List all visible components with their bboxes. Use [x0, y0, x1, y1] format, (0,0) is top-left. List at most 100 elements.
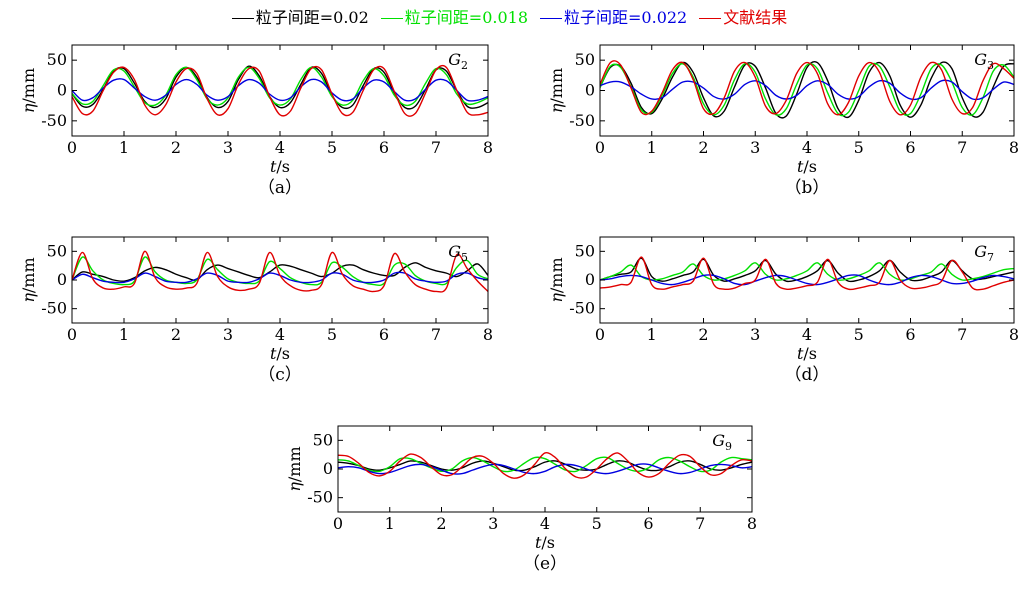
x-tick-label: 1	[647, 325, 657, 344]
y-tick-label: -50	[569, 111, 595, 130]
x-tick-label: 5	[327, 138, 337, 157]
legend-swatch	[380, 18, 403, 19]
series-line	[600, 60, 1014, 116]
x-axis-label: t/s	[797, 157, 817, 176]
series-line	[600, 256, 1014, 291]
legend-item: 文献结果	[699, 4, 787, 28]
series-line	[72, 78, 488, 102]
x-tick-label: 1	[385, 514, 395, 533]
x-tick-label: 3	[223, 138, 233, 157]
gauge-label: G5	[448, 242, 468, 264]
x-tick-label: 3	[750, 138, 760, 157]
x-tick-label: 2	[698, 325, 708, 344]
gauge-label: G3	[974, 50, 994, 72]
y-tick-label: -50	[41, 111, 67, 130]
y-tick-label: 50	[575, 50, 595, 69]
x-tick-label: 6	[643, 514, 653, 533]
gauge-label: G7	[974, 242, 994, 264]
x-tick-label: 4	[802, 138, 812, 157]
x-tick-label: 4	[275, 325, 285, 344]
legend-swatch	[540, 18, 563, 19]
panel-caption: （e）	[523, 554, 567, 574]
y-tick-label: 0	[585, 81, 595, 100]
legend-label: 粒子间距=0.02	[255, 8, 369, 27]
series-group	[72, 64, 488, 117]
legend-label: 粒子间距=0.018	[404, 8, 529, 27]
panel-caption: （c）	[258, 365, 302, 385]
x-axis-label: t/s	[535, 533, 555, 552]
x-tick-label: 0	[595, 325, 605, 344]
series-line	[600, 79, 1014, 101]
y-tick-label: 0	[57, 81, 67, 100]
x-tick-label: 0	[333, 514, 343, 533]
series-line	[338, 452, 752, 479]
legend-label: 文献结果	[723, 8, 788, 27]
x-tick-label: 1	[647, 138, 657, 157]
x-tick-label: 6	[379, 138, 389, 157]
x-tick-label: 5	[592, 514, 602, 533]
legend-item: 粒子间距=0.022	[540, 4, 687, 28]
x-tick-label: 3	[750, 325, 760, 344]
x-tick-label: 8	[483, 325, 493, 344]
y-axis-label: η/mm	[19, 257, 38, 302]
series-line	[72, 64, 488, 117]
series-line	[600, 274, 1014, 286]
x-tick-label: 8	[1009, 138, 1019, 157]
series-line	[600, 60, 1014, 119]
y-tick-label: 50	[313, 430, 333, 449]
x-tick-label: 6	[905, 325, 915, 344]
x-tick-label: 7	[957, 325, 967, 344]
x-axis-label: t/s	[797, 344, 817, 363]
legend-swatch	[231, 18, 254, 19]
series-line	[72, 256, 488, 287]
x-tick-label: 4	[802, 325, 812, 344]
y-axis-label: η/mm	[547, 68, 566, 113]
series-line	[72, 262, 488, 282]
y-axis-label: η/mm	[285, 446, 304, 491]
y-tick-label: 0	[323, 459, 333, 478]
series-line	[338, 463, 752, 475]
panel-caption: （d）	[785, 365, 830, 385]
x-tick-label: 1	[119, 325, 129, 344]
series-group	[338, 452, 752, 479]
y-tick-label: 50	[575, 241, 595, 260]
x-tick-label: 5	[327, 325, 337, 344]
gauge-label: G2	[448, 50, 468, 72]
y-tick-label: 50	[47, 50, 67, 69]
x-tick-label: 4	[540, 514, 550, 533]
x-tick-label: 0	[595, 138, 605, 157]
y-tick-label: 0	[585, 270, 595, 289]
x-tick-label: 5	[854, 138, 864, 157]
legend-item: 粒子间距=0.018	[380, 4, 529, 28]
x-tick-label: 1	[119, 138, 129, 157]
y-tick-label: 0	[57, 270, 67, 289]
x-tick-label: 7	[431, 138, 441, 157]
x-tick-label: 0	[67, 325, 77, 344]
legend-item: 粒子间距=0.02	[231, 4, 369, 28]
x-tick-label: 3	[223, 325, 233, 344]
x-tick-label: 2	[436, 514, 446, 533]
x-tick-label: 7	[957, 138, 967, 157]
y-tick-label: -50	[307, 488, 333, 507]
x-tick-label: 6	[905, 138, 915, 157]
x-tick-label: 4	[275, 138, 285, 157]
x-axis-label: t/s	[270, 157, 290, 176]
series-line	[600, 62, 1014, 117]
series-line	[338, 456, 752, 473]
x-tick-label: 2	[698, 138, 708, 157]
y-axis-label: η/mm	[547, 257, 566, 302]
y-tick-label: 50	[47, 241, 67, 260]
x-tick-label: 8	[1009, 325, 1019, 344]
x-axis-label: t/s	[270, 344, 290, 363]
legend: 粒子间距=0.02 粒子间距=0.018 粒子间距=0.022 文献结果	[0, 4, 1019, 28]
legend-swatch	[699, 18, 722, 19]
x-tick-label: 8	[747, 514, 757, 533]
y-tick-label: -50	[569, 299, 595, 318]
series-line	[72, 250, 488, 293]
